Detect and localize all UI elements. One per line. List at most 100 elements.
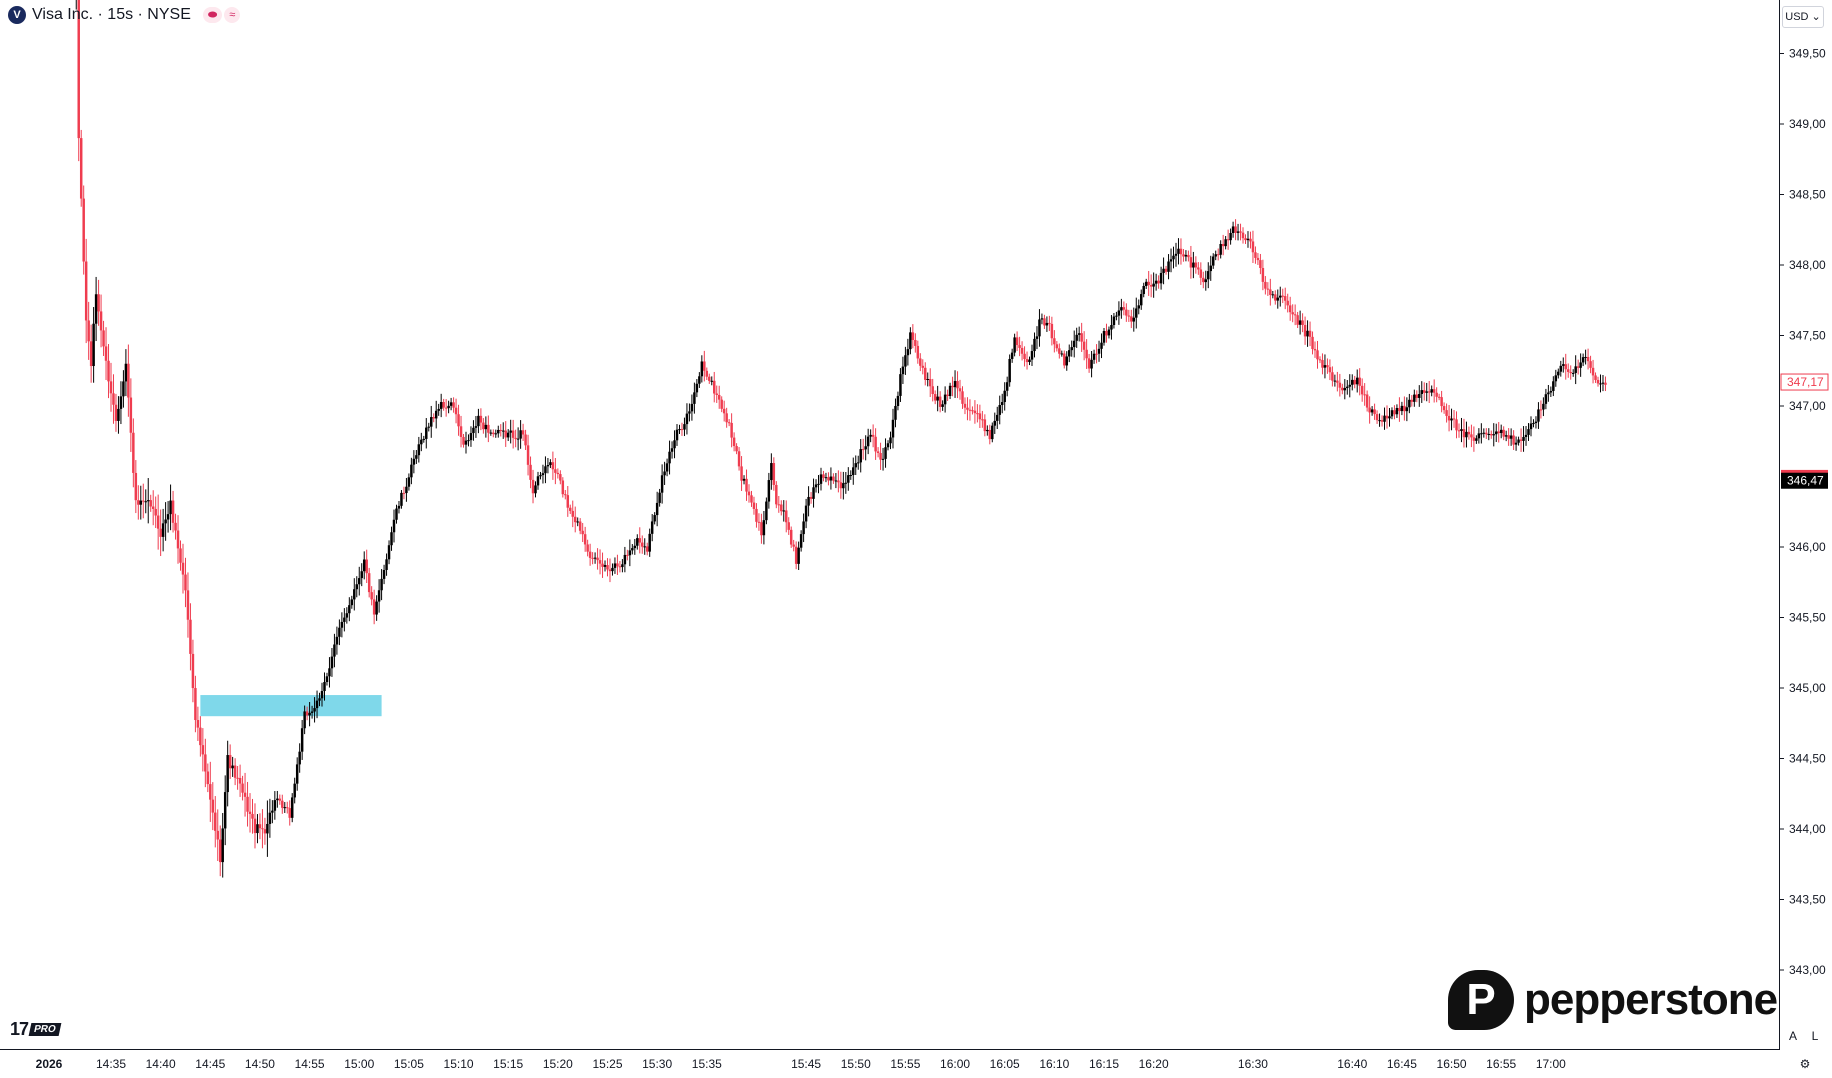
visa-logo-icon: V — [8, 6, 26, 24]
header-badges[interactable]: ⬬ ≈ — [202, 7, 241, 23]
candle-body — [819, 474, 823, 484]
candle-body — [1246, 238, 1250, 241]
candle-body — [276, 798, 279, 801]
candle-body — [415, 455, 418, 459]
candle-body — [1139, 294, 1143, 306]
candle-body — [1413, 394, 1416, 402]
candle-body — [673, 440, 676, 449]
candle-body — [1370, 409, 1374, 413]
candle-body — [1030, 351, 1034, 360]
candle-body — [603, 565, 607, 567]
candle-body — [670, 448, 674, 452]
candle-body — [879, 453, 882, 460]
candle-body — [137, 500, 140, 505]
candle-body — [628, 550, 632, 556]
time-tick-label: 14:50 — [245, 1057, 275, 1071]
time-tick-label: 16:15 — [1089, 1057, 1119, 1071]
candle-body — [618, 566, 622, 568]
symbol-header[interactable]: V Visa Inc. · 15s · NYSE ⬬ ≈ — [8, 6, 241, 24]
candle-body — [447, 405, 450, 409]
price-tick-label: 346,00 — [1789, 540, 1826, 554]
candle-body — [933, 394, 937, 401]
candle-body — [243, 792, 247, 797]
candle-body — [884, 447, 887, 459]
candle-body — [1033, 338, 1036, 352]
candle-body — [685, 413, 689, 425]
zone-layer — [200, 695, 382, 717]
candle-body — [1522, 436, 1525, 441]
candle-body — [330, 656, 334, 669]
candle-body — [1318, 359, 1322, 361]
candle-body — [1000, 402, 1004, 406]
candle-body — [251, 813, 254, 819]
candle-body — [745, 478, 748, 492]
candle-body — [526, 445, 530, 465]
candle-body — [973, 410, 977, 414]
candle-body — [89, 341, 93, 367]
candle-body — [201, 745, 205, 755]
candle-body — [300, 728, 304, 752]
candle-body — [782, 510, 785, 512]
candle-body — [333, 644, 336, 657]
candle-body — [904, 355, 907, 367]
candle-body — [1574, 366, 1577, 373]
candle-body — [1122, 307, 1126, 310]
price-tick-label: 349,50 — [1789, 47, 1826, 61]
candle-body — [608, 569, 612, 572]
price-tick-label: 349,00 — [1789, 117, 1826, 131]
candle-body — [417, 444, 421, 456]
candle-body — [1040, 318, 1044, 320]
candle-body — [387, 545, 391, 560]
candle-body — [457, 414, 460, 427]
header-badge-compare[interactable]: ≈ — [224, 7, 241, 23]
candle-body — [1065, 356, 1069, 366]
currency-select[interactable]: USD ⌄ — [1782, 6, 1824, 28]
candle-body — [288, 808, 291, 818]
candle-body — [1149, 285, 1153, 287]
candle-body — [1378, 420, 1381, 422]
candle-body — [1169, 259, 1173, 262]
candle-body — [442, 402, 445, 408]
candle-body — [571, 510, 574, 517]
candle-body — [1529, 423, 1533, 430]
candle-body — [1306, 330, 1309, 337]
candle-body — [549, 462, 552, 466]
candle-body — [159, 528, 162, 537]
header-badge-toggle[interactable]: ⬬ — [202, 7, 223, 23]
candle-body — [1559, 365, 1563, 372]
candle-body — [1162, 268, 1165, 273]
candle-body — [636, 538, 639, 546]
candle-body — [1120, 307, 1123, 311]
candle-body — [1445, 410, 1448, 416]
candle-body — [1321, 360, 1324, 368]
candle-body — [695, 383, 699, 393]
candle-body — [104, 346, 108, 361]
candle-body — [1427, 391, 1431, 393]
tradingview-logo[interactable]: 17 PRO — [10, 1019, 62, 1040]
candle-body — [606, 565, 609, 570]
candle-body — [1197, 267, 1200, 270]
log-scale-button[interactable]: L — [1811, 1029, 1819, 1043]
candle-body — [161, 523, 165, 537]
price-label-outline-red: 347,17 — [1787, 375, 1824, 389]
candle-body — [544, 466, 547, 474]
candle-body — [206, 771, 210, 785]
candle-body — [1018, 345, 1021, 348]
candle-body — [209, 784, 212, 800]
candle-body — [804, 505, 808, 522]
candle-body — [1137, 305, 1140, 309]
candle-body — [1187, 254, 1190, 258]
candle-body — [859, 449, 862, 463]
candle-body — [775, 484, 778, 505]
candle-body — [871, 434, 875, 437]
candle-body — [732, 437, 736, 447]
candle-body — [1552, 381, 1555, 391]
candle-body — [179, 548, 182, 563]
candle-body — [1279, 295, 1282, 298]
zone-rectangle-1[interactable] — [200, 695, 382, 717]
candle-body — [509, 430, 512, 433]
settings-gear-icon[interactable]: ⚙ — [1799, 1057, 1811, 1071]
auto-scale-button[interactable]: A — [1788, 1029, 1797, 1043]
candle-body — [546, 465, 550, 467]
